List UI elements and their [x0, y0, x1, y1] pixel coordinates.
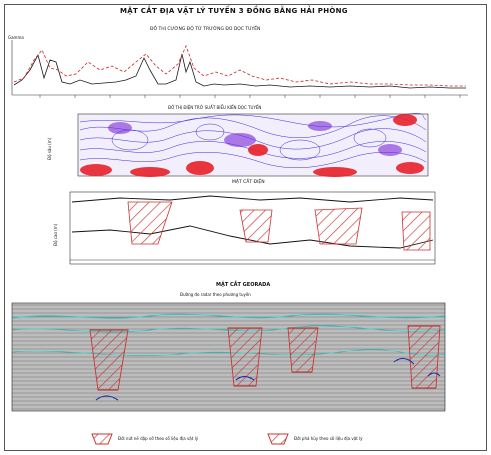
resistivity-section [77, 112, 429, 177]
resistivity-caption: ĐỒ THỊ ĐIỆN TRỞ SUẤT BIỂU KIẾN DỌC TUYẾN [168, 105, 262, 110]
magnetic-calculated-line [13, 44, 466, 87]
fracture-zones [127, 201, 431, 251]
legend-swatches [91, 433, 289, 445]
gpr-subcaption: Đường đo radar theo phương tuyến [180, 292, 251, 297]
legend-label-fault: Đới phá hủy theo số liệu địa vật lý [294, 436, 363, 441]
geology-ylabel: Độ cao (m) [53, 223, 58, 246]
resistivity-bottom-caption: MẶT CẮT ĐIỆN [232, 180, 265, 185]
legend-label-fracture: Đới nứt nẻ dập vỡ theo số liệu địa vật l… [118, 436, 199, 441]
sheet-title: MẶT CẮT ĐỊA VẬT LÝ TUYẾN 3 ĐỒNG BẰNG HẢI… [120, 7, 348, 15]
magnetic-caption: ĐỒ THỊ CƯỜNG ĐỘ TỪ TRƯỜNG ĐO DỌC TUYẾN [150, 27, 261, 32]
magnetic-ylabel: Gamma [8, 35, 24, 40]
resistivity-ylabel: Độ sâu (m) [47, 137, 52, 160]
magnetic-observed-line [13, 53, 466, 89]
sheet-frame [4, 4, 487, 451]
geology-section [69, 191, 436, 265]
gpr-caption: MẶT CẮT GEORADA [216, 282, 271, 288]
gpr-radargram [11, 302, 446, 412]
magnetic-plot [11, 40, 468, 98]
